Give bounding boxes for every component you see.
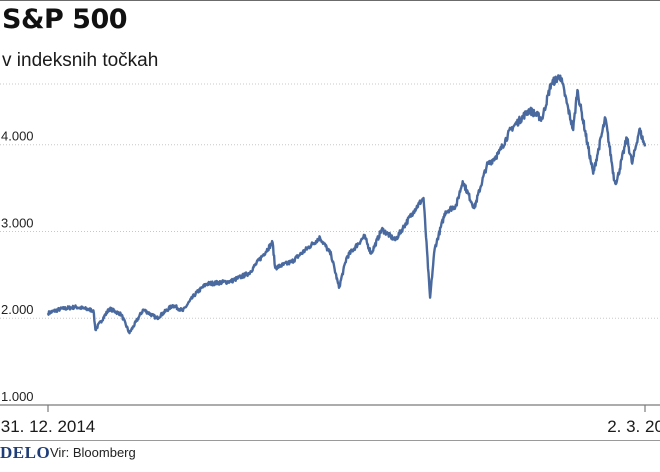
x-tick-label: 31. 12. 2014 bbox=[1, 417, 96, 436]
line-chart: 1.000 2.000 3.000 4.000 31. 12. 2014 2. 3. 20… bbox=[0, 74, 660, 436]
series-line bbox=[46, 74, 647, 335]
chart-title: S&P 500 bbox=[2, 4, 128, 35]
brand-logo: DELO bbox=[0, 443, 51, 462]
top-rule bbox=[0, 0, 660, 1]
chart-subtitle: v indeksnih točkah bbox=[2, 50, 159, 71]
x-tick-label: 2. 3. 2023 bbox=[607, 417, 660, 436]
y-tick-label: 2.000 bbox=[1, 302, 34, 317]
y-tick-label: 3.000 bbox=[1, 215, 34, 230]
source-note: Vir: Bloomberg bbox=[50, 445, 136, 460]
footer-rule bbox=[0, 440, 660, 441]
y-tick-label: 4.000 bbox=[1, 129, 34, 144]
y-tick-label: 1.000 bbox=[1, 389, 34, 404]
